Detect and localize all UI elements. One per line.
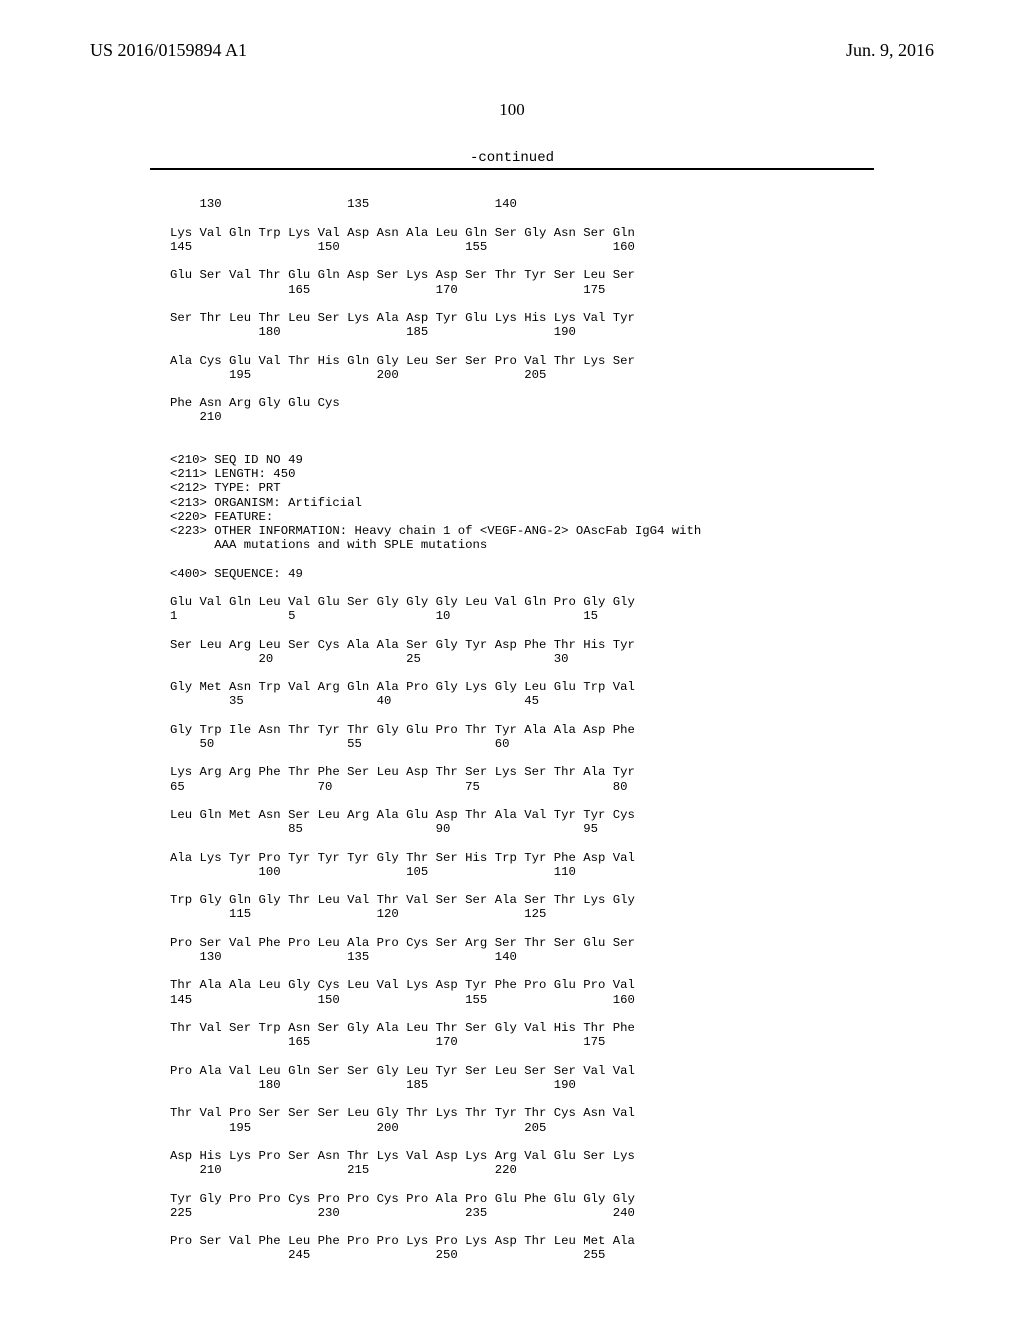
publication-number: US 2016/0159894 A1 <box>90 40 247 61</box>
continued-label: -continued <box>0 150 1024 166</box>
sequence-listing: 130 135 140 Lys Val Gln Trp Lys Val Asp … <box>170 197 701 1262</box>
publication-date: Jun. 9, 2016 <box>846 40 934 61</box>
header-rule <box>150 168 874 170</box>
page-number: 100 <box>0 100 1024 120</box>
patent-page: US 2016/0159894 A1 Jun. 9, 2016 100 -con… <box>0 0 1024 1320</box>
